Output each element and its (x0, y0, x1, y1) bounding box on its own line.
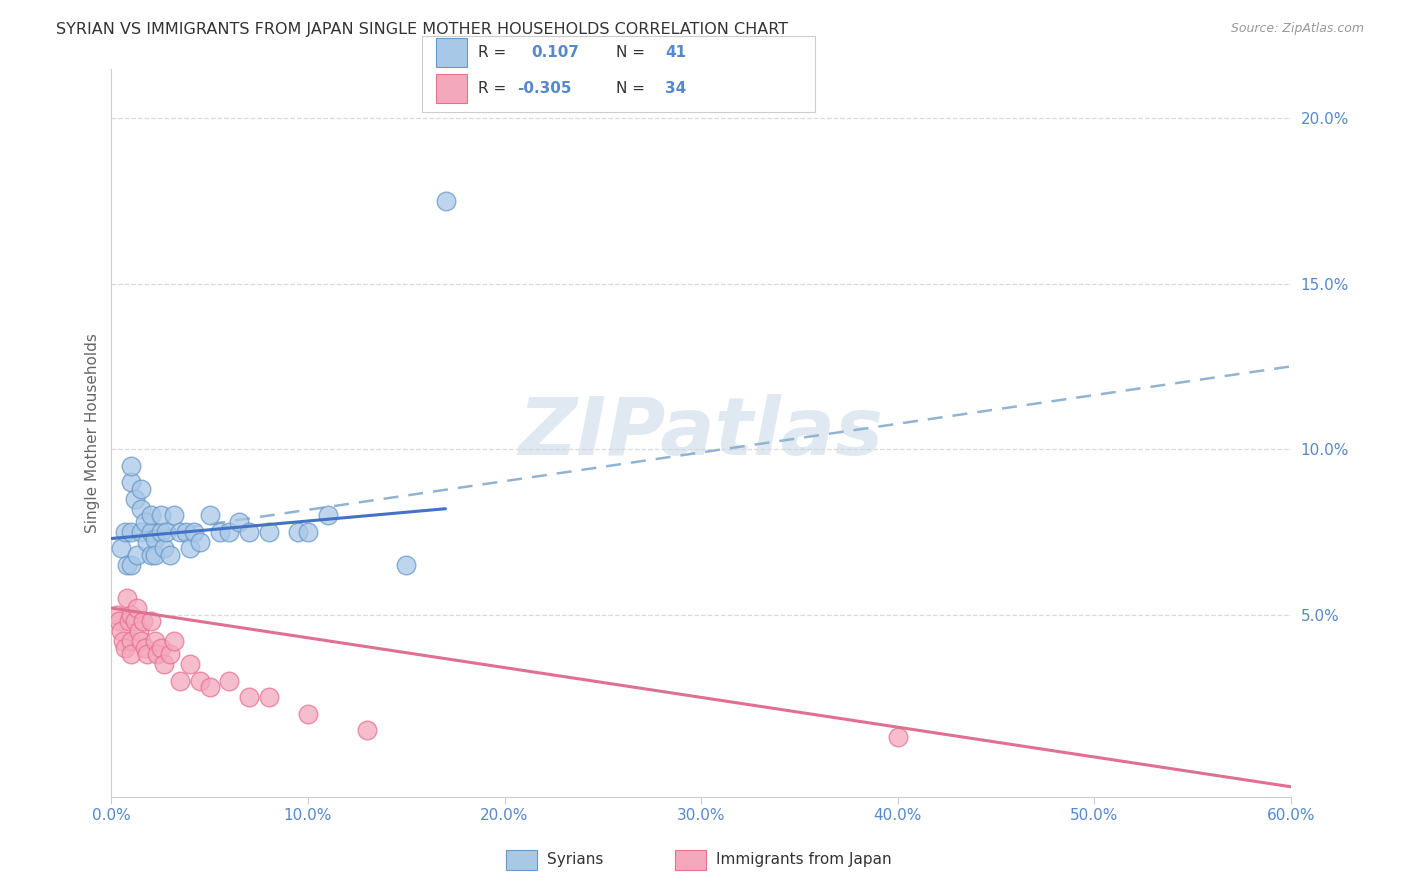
Text: 41: 41 (665, 45, 686, 60)
Point (198, 681, 221, 695)
Point (218, 673, 240, 688)
Point (108, 614, 131, 628)
Point (153, 541, 176, 556)
Point (120, 634, 142, 648)
Point (124, 614, 146, 628)
Point (228, 515, 250, 529)
Point (297, 706, 319, 721)
Point (179, 541, 201, 556)
Point (188, 534, 211, 549)
Point (159, 548, 181, 562)
Text: R =: R = (478, 81, 506, 95)
Point (120, 558, 142, 572)
Point (132, 614, 155, 628)
Point (169, 673, 191, 688)
Point (179, 657, 201, 672)
Point (434, 194, 457, 208)
Point (149, 508, 172, 523)
Point (110, 624, 132, 639)
Point (356, 723, 378, 738)
Point (238, 524, 260, 539)
Point (115, 558, 138, 572)
Point (155, 524, 177, 539)
Point (208, 524, 231, 539)
Point (218, 524, 240, 539)
Point (287, 524, 309, 539)
Point (112, 634, 135, 648)
Text: N =: N = (616, 45, 645, 60)
Point (198, 508, 221, 523)
Point (114, 524, 136, 539)
Point (134, 515, 156, 529)
Point (257, 690, 280, 705)
Point (188, 673, 211, 688)
Point (139, 614, 162, 628)
Point (163, 634, 186, 648)
Point (115, 591, 138, 606)
Text: ZIPatlas: ZIPatlas (519, 393, 883, 472)
Text: Immigrants from Japan: Immigrants from Japan (716, 853, 891, 867)
Point (143, 532, 166, 546)
Point (110, 541, 132, 556)
Point (316, 508, 339, 523)
Point (139, 524, 162, 539)
Point (139, 548, 162, 562)
Text: Source: ZipAtlas.com: Source: ZipAtlas.com (1230, 22, 1364, 36)
Point (143, 548, 166, 562)
Point (297, 524, 319, 539)
Point (124, 491, 146, 506)
Point (118, 614, 141, 628)
Point (129, 634, 152, 648)
Point (135, 648, 157, 662)
Point (120, 607, 142, 622)
Point (174, 524, 197, 539)
Point (149, 640, 172, 655)
Point (257, 524, 280, 539)
Point (153, 657, 176, 672)
Point (120, 458, 142, 473)
Point (395, 558, 418, 572)
Point (238, 690, 260, 705)
Point (143, 634, 166, 648)
Point (886, 730, 908, 744)
Text: -0.305: -0.305 (517, 81, 572, 95)
Point (129, 482, 152, 496)
Text: Syrians: Syrians (547, 853, 603, 867)
Text: R =: R = (478, 45, 506, 60)
Point (169, 524, 191, 539)
Point (149, 524, 172, 539)
Y-axis label: Single Mother Households: Single Mother Households (86, 333, 100, 533)
Text: 0.107: 0.107 (531, 45, 579, 60)
Text: SYRIAN VS IMMIGRANTS FROM JAPAN SINGLE MOTHER HOUSEHOLDS CORRELATION CHART: SYRIAN VS IMMIGRANTS FROM JAPAN SINGLE M… (56, 22, 789, 37)
Point (128, 624, 150, 639)
Text: 34: 34 (665, 81, 686, 95)
Point (145, 648, 167, 662)
Point (134, 640, 156, 655)
Point (120, 524, 142, 539)
Point (125, 601, 148, 615)
Point (129, 501, 152, 516)
Point (120, 475, 142, 490)
Text: N =: N = (616, 81, 645, 95)
Point (120, 648, 142, 662)
Point (105, 607, 128, 622)
Point (114, 640, 136, 655)
Point (163, 508, 186, 523)
Point (139, 508, 162, 523)
Point (183, 524, 205, 539)
Point (129, 524, 152, 539)
Point (135, 534, 157, 549)
Point (125, 548, 148, 562)
Point (159, 648, 181, 662)
